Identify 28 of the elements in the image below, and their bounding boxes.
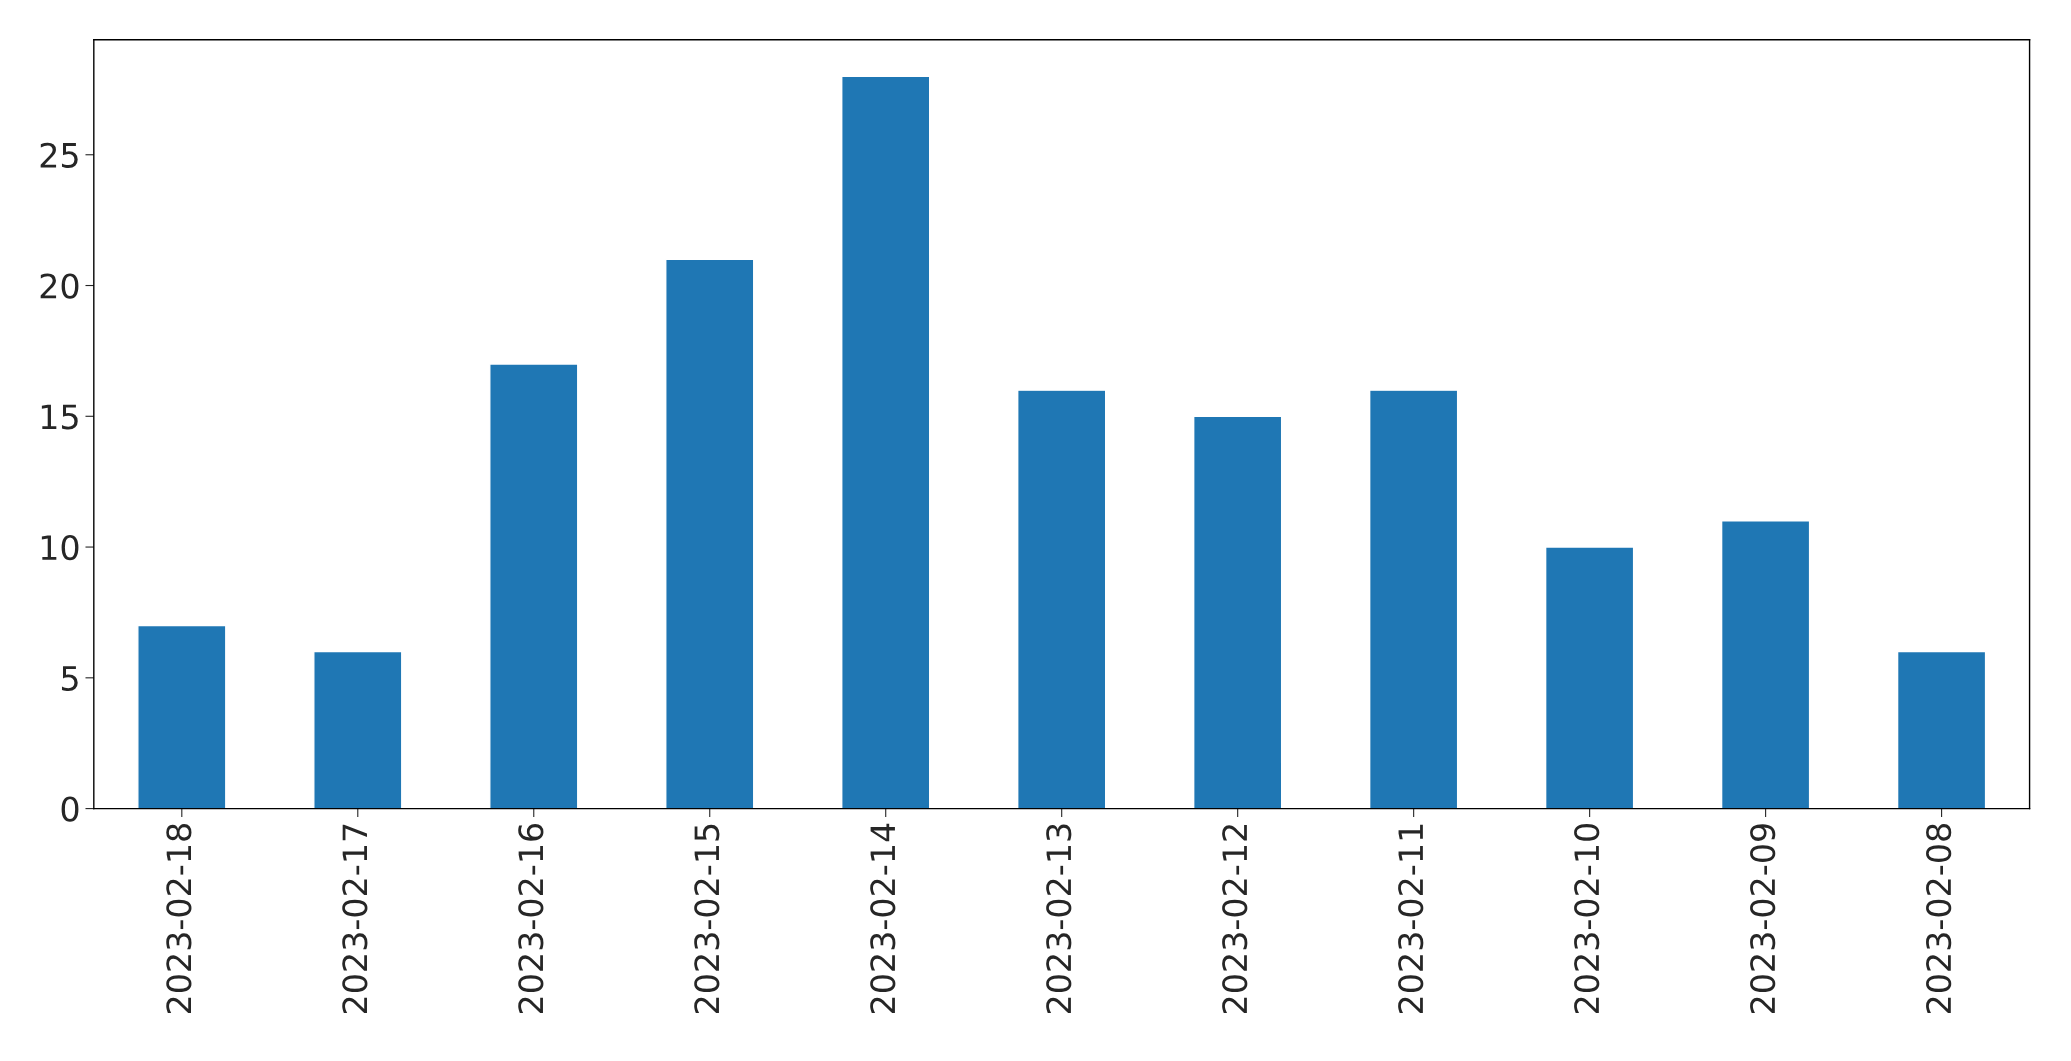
x-tick-label: 2023-02-09 [1750, 824, 1776, 1014]
bar [489, 363, 579, 809]
x-tick-label: 2023-02-16 [518, 823, 544, 1014]
bar [1544, 546, 1635, 809]
x-tick-label: 2023-02-14 [870, 823, 896, 1014]
y-tick-label: 0 [61, 796, 79, 822]
x-tick-label: 2023-02-18 [166, 824, 192, 1014]
x-tick-label: 2023-02-11 [1398, 824, 1424, 1014]
y-tick-label: 5 [61, 666, 78, 691]
x-tick-label: 2023-02-15 [694, 824, 720, 1014]
bar [665, 258, 755, 809]
x-tick-label: 2023-02-08 [1926, 824, 1952, 1014]
bar [1192, 415, 1283, 809]
bar [841, 75, 931, 809]
y-tick-label: 10 [41, 534, 79, 561]
x-tick-label: 2023-02-10 [1574, 824, 1600, 1014]
bar [1368, 389, 1459, 809]
bar [137, 624, 227, 809]
y-tick-label: 25 [40, 142, 78, 168]
bar [1720, 520, 1811, 809]
y-tick-label: 20 [40, 273, 79, 299]
x-tick-label: 2023-02-12 [1222, 825, 1248, 1014]
x-tick-label: 2023-02-13 [1046, 824, 1072, 1014]
y-tick-label: 15 [41, 404, 78, 430]
bar [1017, 389, 1107, 809]
bar [1896, 650, 1987, 809]
x-tick-label: 2023-02-17 [342, 824, 368, 1014]
bar [313, 650, 403, 809]
